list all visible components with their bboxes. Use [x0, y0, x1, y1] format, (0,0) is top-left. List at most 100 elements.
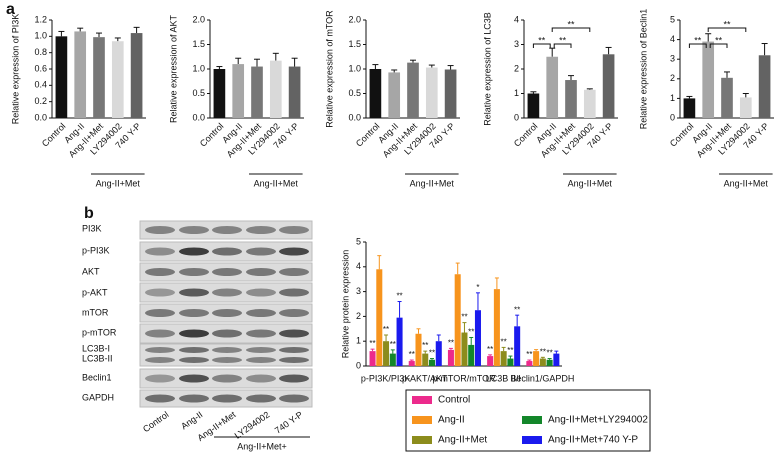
blot-band	[212, 394, 242, 403]
significance-bracket	[532, 43, 551, 48]
blot-band	[279, 288, 309, 297]
blot-band	[246, 329, 276, 338]
bar	[527, 93, 540, 118]
blot-band	[279, 226, 309, 234]
x-tick-label: p-PI3K/PI3K	[361, 373, 411, 383]
y-tick-label: 0.0	[192, 112, 205, 122]
significance-label: **	[514, 305, 520, 314]
y-tick-label: 2.0	[348, 14, 361, 24]
blot-band	[212, 374, 242, 383]
blot-band	[279, 247, 309, 256]
significance-label: **	[538, 35, 546, 45]
significance-label: **	[409, 350, 415, 359]
y-tick-label: 1	[356, 336, 361, 346]
significance-label: **	[422, 341, 428, 350]
bar	[526, 361, 533, 366]
legend-label: Control	[438, 395, 470, 406]
blot-band	[179, 268, 209, 276]
significance-bracket	[553, 43, 572, 48]
significance-label: **	[461, 313, 467, 322]
group-label: Ang-II+Met	[254, 178, 299, 188]
y-tick-label: 0.5	[192, 88, 205, 98]
blot-row-label: LC3B-I	[82, 343, 110, 353]
significance-label: **	[540, 347, 546, 356]
bar	[739, 97, 752, 118]
blot-row-label: Beclin1	[82, 372, 112, 382]
panel-label: a	[6, 1, 15, 18]
x-tick-label: p-AKT/AKT	[402, 373, 448, 383]
blot-band	[145, 347, 175, 353]
y-axis-label: Relative protein expression	[340, 250, 350, 359]
significance-label: **	[429, 349, 435, 358]
blot-band	[179, 329, 209, 338]
y-tick-label: 1.5	[192, 39, 205, 49]
y-tick-label: 1.5	[348, 39, 361, 49]
bar	[553, 353, 560, 366]
y-tick-label: 5	[356, 236, 361, 246]
blot-band	[279, 374, 309, 383]
blot-band	[145, 394, 175, 403]
blot-band	[279, 394, 309, 403]
blot-band	[145, 329, 175, 338]
y-tick-label: 3	[514, 39, 519, 49]
bar	[500, 351, 507, 366]
blot-row-label: mTOR	[82, 307, 109, 317]
group-label: Ang-II+Met	[410, 178, 455, 188]
bar	[376, 269, 383, 366]
blot-band	[212, 226, 242, 234]
blot-lane-label: Control	[141, 409, 171, 434]
bar	[93, 37, 105, 118]
significance-label: **	[559, 35, 567, 45]
significance-label: *	[476, 283, 479, 292]
legend-swatch	[412, 436, 432, 444]
blot-band	[212, 288, 242, 297]
bar	[546, 56, 559, 118]
blot-band	[279, 329, 309, 338]
y-tick-label: 1.0	[34, 31, 47, 41]
significance-label: **	[501, 338, 507, 347]
bar	[683, 98, 696, 118]
blot-band	[145, 288, 175, 297]
blot-band	[145, 268, 175, 276]
blot-band	[279, 268, 309, 276]
y-tick-label: 0.6	[34, 63, 47, 73]
x-tick-label: LC3B II/I	[486, 373, 521, 383]
blot-band	[179, 347, 209, 353]
bar	[396, 317, 403, 366]
bar	[702, 41, 715, 119]
bar	[389, 353, 396, 366]
blot-row-label: GAPDH	[82, 392, 114, 402]
group-label: Ang-II+Met	[724, 178, 769, 188]
bar	[288, 66, 301, 118]
blot-band	[246, 394, 276, 403]
bar	[369, 69, 382, 118]
significance-label: **	[567, 19, 575, 29]
y-axis-label: Relative expression of AKT	[168, 14, 178, 123]
y-tick-label: 1	[670, 93, 675, 103]
bar	[565, 80, 577, 118]
y-tick-label: 2	[670, 73, 675, 83]
y-axis-label: Relative expression of Beclin1	[638, 9, 648, 130]
y-tick-label: 2	[514, 63, 519, 73]
blot-band	[212, 247, 242, 256]
y-tick-label: 0.2	[34, 96, 47, 106]
y-tick-label: 0.0	[34, 112, 47, 122]
y-tick-label: 4	[514, 14, 519, 24]
bar	[407, 62, 419, 118]
bar	[493, 289, 500, 366]
blot-band	[145, 357, 175, 363]
bar	[546, 359, 553, 366]
blot-lane-label: Ang-II	[179, 409, 204, 431]
x-tick-label: Beclin1/GAPDH	[510, 373, 574, 383]
blot-row-label: AKT	[82, 266, 100, 276]
blot-row-label: LC3B-II	[82, 353, 113, 363]
bar	[461, 332, 468, 366]
significance-bracket	[551, 27, 591, 32]
significance-label: **	[383, 325, 389, 334]
significance-bracket	[707, 27, 747, 32]
legend-swatch	[412, 416, 432, 424]
bar	[447, 349, 454, 366]
significance-label: **	[723, 19, 731, 29]
blot-band	[246, 374, 276, 383]
